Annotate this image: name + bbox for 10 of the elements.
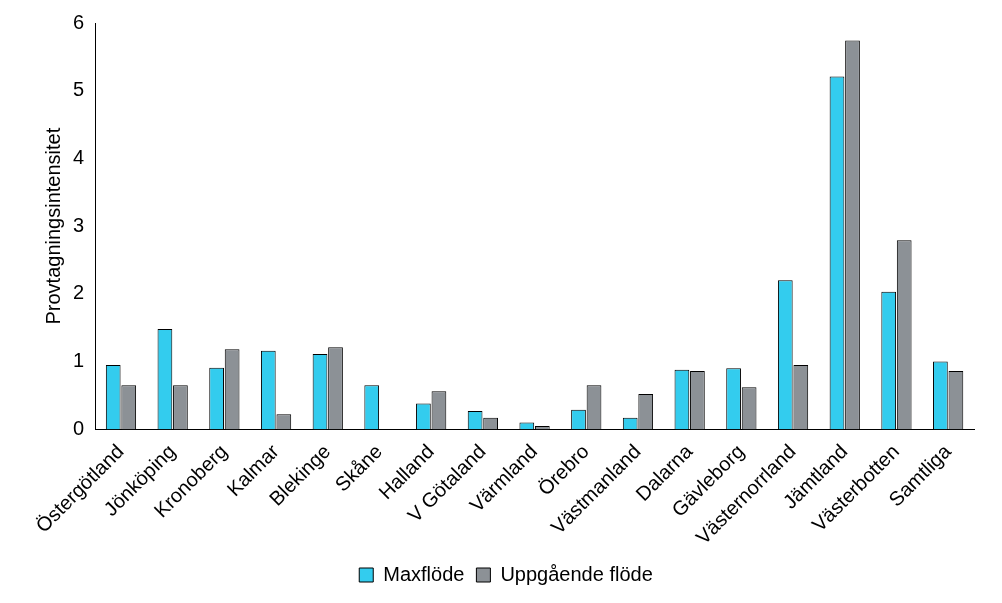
y-tick-label: 6: [73, 10, 85, 33]
y-tick-label: 4: [73, 145, 85, 168]
legend-label: Maxflöde: [383, 562, 465, 585]
y-tick-label: 0: [73, 416, 85, 439]
y-tick-label: 5: [73, 78, 85, 101]
legend-label: Uppgående flöde: [500, 562, 653, 585]
y-axis-title: Provtagningsintensitet: [41, 127, 64, 325]
y-tick-label: 1: [73, 349, 85, 372]
y-tick-label: 2: [73, 281, 85, 304]
y-tick-label: 3: [73, 213, 85, 236]
